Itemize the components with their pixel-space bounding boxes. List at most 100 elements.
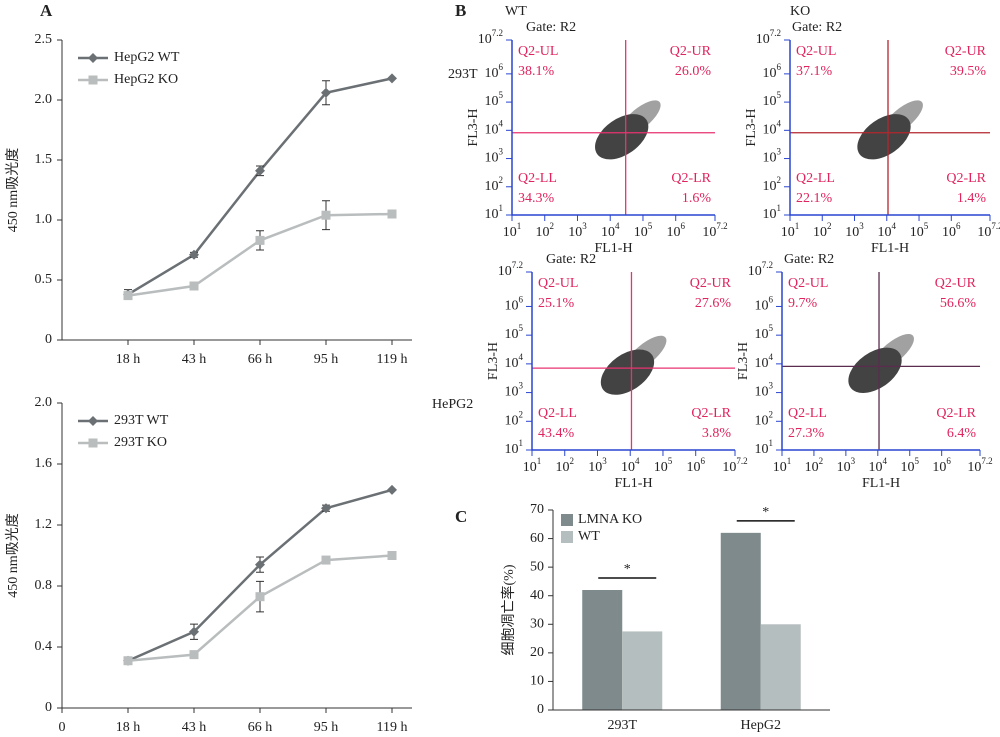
x-tick-label: 107.2 bbox=[967, 456, 992, 475]
marker bbox=[123, 291, 133, 301]
x-tick-label: 102 bbox=[535, 221, 554, 240]
y-tick-label: 2.0 bbox=[35, 395, 53, 410]
quadrant-percent: 25.1% bbox=[538, 296, 575, 311]
x-tick-label: 18 h bbox=[116, 352, 141, 367]
y-tick-label: 10 bbox=[530, 674, 544, 689]
quadrant-percent: 56.6% bbox=[940, 296, 977, 311]
quadrant-name: Q2-UR bbox=[945, 44, 987, 59]
dot-cloud bbox=[872, 333, 914, 371]
x-tick-label: 101 bbox=[773, 456, 792, 475]
y-tick-label: 107.2 bbox=[756, 28, 781, 47]
dot-cloud bbox=[624, 335, 667, 373]
quadrant-percent: 26.0% bbox=[675, 64, 712, 79]
legend-swatch bbox=[561, 514, 573, 526]
bar bbox=[760, 624, 801, 710]
y-tick-label: 102 bbox=[755, 409, 774, 428]
quadrant-name: Q2-LL bbox=[796, 171, 835, 186]
x-tick-label: 104 bbox=[869, 456, 888, 475]
quadrant-name: Q2-LR bbox=[671, 171, 711, 186]
marker bbox=[321, 210, 331, 220]
y-tick-label: 104 bbox=[485, 118, 504, 137]
y-tick-label: 103 bbox=[763, 147, 782, 166]
marker bbox=[189, 626, 199, 637]
axes bbox=[552, 510, 830, 711]
x-axis-label: FL1-H bbox=[594, 241, 632, 256]
quadrant-name: Q2-UR bbox=[935, 276, 977, 291]
marker bbox=[255, 592, 265, 602]
quadrant-name: Q2-UL bbox=[538, 276, 578, 291]
marker bbox=[255, 235, 265, 245]
marker bbox=[88, 53, 98, 63]
y-tick-label: 105 bbox=[505, 323, 524, 342]
y-tick-label: 2.0 bbox=[35, 92, 53, 107]
bar bbox=[582, 590, 623, 710]
quadrant-name: Q2-LL bbox=[788, 406, 827, 421]
quadrant-percent: 1.4% bbox=[957, 191, 987, 206]
x-tick-label: 103 bbox=[837, 456, 856, 475]
marker bbox=[255, 165, 265, 176]
y-tick-label: 70 bbox=[530, 502, 544, 517]
y-tick-label: 101 bbox=[755, 438, 774, 457]
x-tick-label: 66 h bbox=[248, 352, 273, 367]
quadrant-percent: 1.6% bbox=[682, 191, 712, 206]
x-axis-label: FL1-H bbox=[862, 476, 900, 491]
marker bbox=[321, 555, 331, 565]
y-tick-label: 105 bbox=[763, 90, 782, 109]
x-tick-label: 0 bbox=[59, 720, 66, 732]
y-tick-label: 107.2 bbox=[498, 260, 523, 279]
quadrant-name: Q2-UL bbox=[788, 276, 828, 291]
quadrant-percent: 9.7% bbox=[788, 296, 818, 311]
y-tick-label: 107.2 bbox=[748, 260, 773, 279]
y-tick-label: 0 bbox=[45, 700, 52, 715]
y-tick-label: 105 bbox=[485, 90, 504, 109]
x-tick-label: 101 bbox=[523, 456, 542, 475]
quadrant-name: Q2-UL bbox=[796, 44, 836, 59]
y-tick-label: 106 bbox=[485, 62, 504, 81]
y-tick-label: 0.4 bbox=[35, 639, 53, 654]
legend-label: WT bbox=[578, 529, 600, 544]
x-tick-label: 102 bbox=[555, 456, 574, 475]
y-tick-label: 104 bbox=[763, 118, 782, 137]
y-axis-label: FL3-H bbox=[466, 108, 481, 146]
gate-label: Gate: R2 bbox=[546, 252, 596, 267]
series-line bbox=[127, 212, 393, 297]
legend-swatch bbox=[561, 531, 573, 543]
legend-label: HepG2 WT bbox=[114, 50, 180, 65]
legend-label: LMNA KO bbox=[578, 512, 642, 527]
marker bbox=[387, 209, 397, 219]
y-tick-label: 102 bbox=[763, 175, 782, 194]
y-tick-label: 106 bbox=[763, 62, 782, 81]
panel-label: B bbox=[455, 1, 466, 20]
dot-cloud bbox=[881, 100, 923, 138]
x-tick-label: 101 bbox=[503, 221, 522, 240]
quadrant-percent: 27.6% bbox=[695, 296, 732, 311]
marker bbox=[88, 438, 98, 448]
x-tick-label: 107.2 bbox=[702, 221, 727, 240]
y-tick-label: 0.5 bbox=[35, 272, 53, 287]
quadrant-percent: 6.4% bbox=[947, 426, 977, 441]
bar bbox=[720, 532, 761, 710]
panel-title: WT bbox=[505, 4, 527, 19]
x-tick-label: 106 bbox=[666, 221, 685, 240]
y-tick-label: 102 bbox=[485, 175, 504, 194]
y-tick-label: 1.2 bbox=[35, 517, 53, 532]
quadrant-name: Q2-UR bbox=[690, 276, 732, 291]
gate-label: Gate: R2 bbox=[784, 252, 834, 267]
panel-label: A bbox=[40, 1, 53, 20]
quadrant-percent: 37.1% bbox=[796, 64, 833, 79]
gate-label: Gate: R2 bbox=[792, 20, 842, 35]
x-tick-label: 119 h bbox=[377, 720, 408, 732]
y-tick-label: 101 bbox=[505, 438, 524, 457]
x-tick-label: 43 h bbox=[182, 720, 207, 732]
quadrant-percent: 3.8% bbox=[702, 426, 732, 441]
x-tick-label: 101 bbox=[781, 221, 800, 240]
x-tick-label: 95 h bbox=[314, 352, 339, 367]
x-tick-label: 106 bbox=[942, 221, 961, 240]
y-tick-label: 20 bbox=[530, 645, 544, 660]
marker bbox=[189, 249, 199, 260]
y-tick-label: 30 bbox=[530, 617, 544, 632]
x-tick-label: 105 bbox=[654, 456, 673, 475]
x-tick-label: 104 bbox=[601, 221, 620, 240]
x-tick-label: 105 bbox=[900, 456, 919, 475]
